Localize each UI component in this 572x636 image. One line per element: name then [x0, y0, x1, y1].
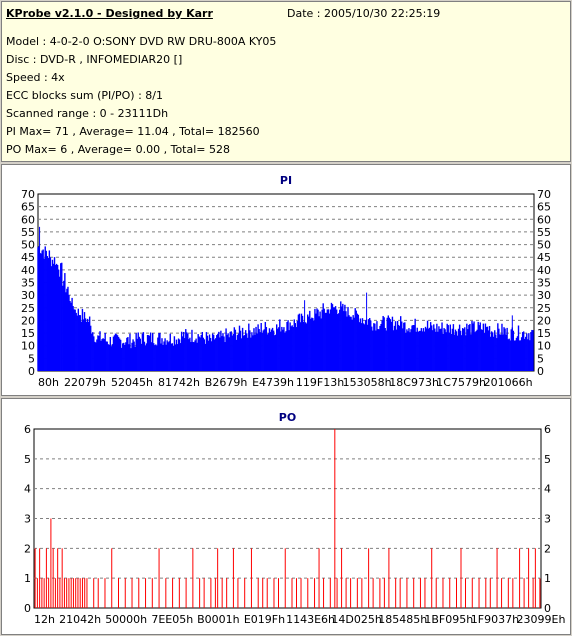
- y-tick-label-right: 60: [537, 213, 551, 226]
- po-stats-line: PO Max= 6 , Average= 0.00 , Total= 528: [6, 143, 230, 156]
- x-tick-label: 119F13h: [296, 376, 344, 389]
- y-tick-label-right: 3: [544, 513, 551, 526]
- series-pi: [37, 226, 534, 371]
- y-tick-label-left: 15: [21, 327, 35, 340]
- x-tick-label: 1BF095h: [424, 613, 473, 626]
- y-tick-label-right: 15: [537, 327, 551, 340]
- y-tick-label-right: 5: [537, 352, 544, 365]
- y-tick-label-left: 55: [21, 226, 35, 239]
- x-tick-label: 1C7579h: [436, 376, 486, 389]
- y-tick-label-right: 0: [537, 365, 544, 378]
- y-tick-label-left: 5: [24, 453, 31, 466]
- x-tick-label: 80h: [38, 376, 59, 389]
- y-tick-label-right: 40: [537, 264, 551, 277]
- y-tick-label-right: 20: [537, 314, 551, 327]
- y-tick-label-left: 65: [21, 201, 35, 214]
- y-tick-label-left: 40: [21, 264, 35, 277]
- x-tick-label: 21042h: [59, 613, 101, 626]
- y-tick-label-left: 3: [24, 513, 31, 526]
- y-tick-label-left: 45: [21, 251, 35, 264]
- y-tick-label-left: 50: [21, 239, 35, 252]
- pi-stats-line: PI Max= 71 , Average= 11.04 , Total= 182…: [6, 125, 260, 138]
- y-tick-label-right: 50: [537, 239, 551, 252]
- y-tick-label-right: 5: [544, 453, 551, 466]
- scanned-range-line: Scanned range : 0 - 23111Dh: [6, 107, 169, 120]
- app-title: KProbe v2.1.0 - Designed by Karr: [6, 7, 213, 20]
- x-tick-label: 23099Eh: [517, 613, 566, 626]
- y-tick-label-left: 35: [21, 277, 35, 290]
- model-line: Model : 4-0-2-0 O:SONY DVD RW DRU-800A K…: [6, 35, 277, 48]
- x-tick-label: 1F9037h: [471, 613, 519, 626]
- chart-title: PO: [279, 411, 296, 424]
- x-tick-label: 7EE05h: [151, 613, 193, 626]
- y-tick-label-right: 0: [544, 602, 551, 615]
- x-tick-label: 50000h: [105, 613, 147, 626]
- y-tick-label-left: 4: [24, 483, 31, 496]
- y-tick-label-right: 35: [537, 277, 551, 290]
- y-tick-label-left: 30: [21, 289, 35, 302]
- x-tick-label: 12h: [34, 613, 55, 626]
- y-tick-label-left: 20: [21, 314, 35, 327]
- y-tick-label-right: 2: [544, 542, 551, 555]
- y-tick-label-left: 70: [21, 188, 35, 201]
- series-po: [34, 429, 541, 608]
- y-tick-label-left: 1: [24, 572, 31, 585]
- y-tick-label-right: 1: [544, 572, 551, 585]
- speed-line: Speed : 4x: [6, 71, 65, 84]
- x-tick-label: 81742h: [158, 376, 200, 389]
- x-tick-label: 14D025h: [331, 613, 381, 626]
- y-tick-label-left: 0: [28, 365, 35, 378]
- chart-title: PI: [280, 174, 292, 187]
- y-tick-label-right: 65: [537, 201, 551, 214]
- y-tick-label-right: 30: [537, 289, 551, 302]
- info-panel: KProbe v2.1.0 - Designed by Karr Date : …: [1, 1, 571, 162]
- y-tick-label-right: 6: [544, 423, 551, 436]
- y-tick-label-left: 25: [21, 302, 35, 315]
- x-tick-label: B0001h: [197, 613, 240, 626]
- y-tick-label-left: 10: [21, 340, 35, 353]
- y-tick-label-right: 4: [544, 483, 551, 496]
- po-chart-panel: PO 0 0 1 1 2 2 3 3 4 4 5 5 6 6 12h 21042h 50000h 7EE05h B00…: [1, 398, 571, 635]
- po-chart: PO 0 0 1 1 2 2 3 3 4 4 5 5 6 6 12h 21042h 50000h 7EE05h B00…: [24, 411, 566, 626]
- y-tick-label-left: 0: [24, 602, 31, 615]
- y-tick-label-right: 45: [537, 251, 551, 264]
- x-tick-label: 18C973h: [389, 376, 439, 389]
- x-tick-label: 1143E6h: [286, 613, 335, 626]
- x-tick-label: E4739h: [252, 376, 294, 389]
- scan-date: Date : 2005/10/30 22:25:19: [287, 7, 441, 20]
- x-tick-label: 22079h: [64, 376, 106, 389]
- y-tick-label-right: 10: [537, 340, 551, 353]
- y-tick-label-left: 6: [24, 423, 31, 436]
- y-tick-label-left: 5: [28, 352, 35, 365]
- x-tick-label: 153058h: [343, 376, 392, 389]
- x-tick-label: 201066h: [484, 376, 533, 389]
- x-tick-label: B2679h: [205, 376, 248, 389]
- disc-line: Disc : DVD-R , INFOMEDIAR20 []: [6, 53, 183, 66]
- y-tick-label-right: 70: [537, 188, 551, 201]
- y-tick-label-left: 60: [21, 213, 35, 226]
- y-tick-label-right: 55: [537, 226, 551, 239]
- y-tick-label-right: 25: [537, 302, 551, 315]
- ecc-line: ECC blocks sum (PI/PO) : 8/1: [6, 89, 163, 102]
- y-tick-label-left: 2: [24, 542, 31, 555]
- x-tick-label: 185485h: [378, 613, 427, 626]
- x-tick-label: 52045h: [111, 376, 153, 389]
- pi-chart-panel: PI 0 0 5 5 10 10 15 15 20 20 25 25 30 30 35 35 40 40 45 45 50…: [1, 164, 571, 396]
- x-tick-label: E019Fh: [244, 613, 285, 626]
